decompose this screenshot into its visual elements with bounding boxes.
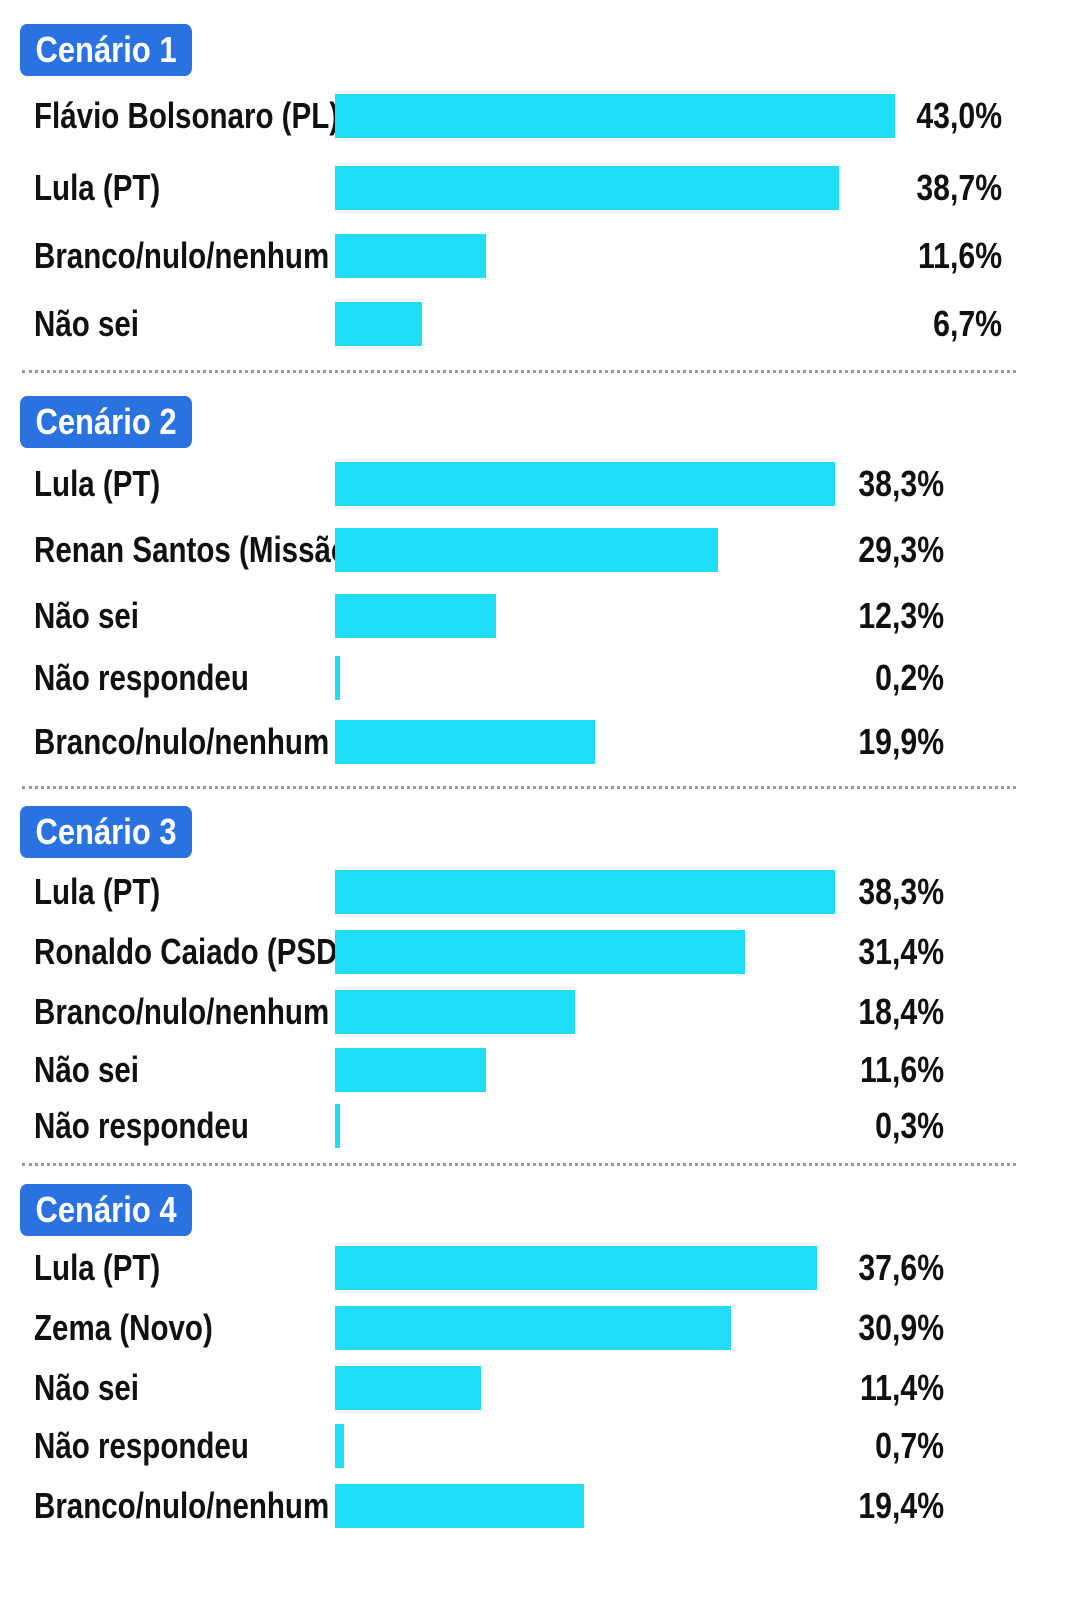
value-label: 0,3% [875, 1105, 944, 1146]
value-label: 31,4% [858, 931, 944, 972]
bar [335, 462, 835, 506]
category-label: Não sei [34, 595, 140, 636]
category-label: Lula (PT) [34, 167, 161, 208]
category-label: Branco/nulo/nenhum [34, 235, 330, 276]
value-label: 0,7% [875, 1425, 944, 1466]
section-divider [22, 370, 1016, 373]
bar-row: Branco/nulo/nenhum 11,6% [0, 234, 1066, 278]
bar [335, 656, 340, 700]
scenario-title-badge: Cenário 2 [20, 396, 193, 448]
bar [335, 1484, 584, 1528]
bar [335, 1246, 817, 1290]
bar [335, 1366, 481, 1410]
bar [335, 1104, 340, 1148]
value-label: 38,3% [858, 871, 944, 912]
category-label: Não respondeu [34, 1105, 249, 1146]
bar [335, 94, 895, 138]
bar-row: Lula (PT) 37,6% [0, 1246, 1066, 1290]
bar [335, 594, 496, 638]
value-label: 12,3% [858, 595, 944, 636]
bar [335, 1306, 731, 1350]
bar [335, 720, 595, 764]
category-label: Lula (PT) [34, 463, 161, 504]
section-divider [22, 786, 1016, 789]
bar [335, 166, 839, 210]
bar [335, 1424, 344, 1468]
bar-row: Não sei 11,4% [0, 1366, 1066, 1410]
scenario-title-badge: Cenário 3 [20, 806, 193, 858]
category-label: Zema (Novo) [34, 1307, 213, 1348]
category-label: Não respondeu [34, 657, 249, 698]
category-label: Não sei [34, 1049, 140, 1090]
category-label: Não respondeu [34, 1425, 249, 1466]
category-label: Flávio Bolsonaro (PL) [34, 95, 340, 136]
bar-row: Branco/nulo/nenhum 18,4% [0, 990, 1066, 1034]
bar-row: Não sei 6,7% [0, 302, 1066, 346]
bar-row: Não respondeu 0,2% [0, 656, 1066, 700]
value-label: 37,6% [858, 1247, 944, 1288]
category-label: Renan Santos (Missão) [34, 529, 359, 570]
bar [335, 930, 745, 974]
bar-row: Branco/nulo/nenhum 19,4% [0, 1484, 1066, 1528]
bar-row: Não sei 11,6% [0, 1048, 1066, 1092]
category-label: Não sei [34, 1367, 140, 1408]
value-label: 11,6% [859, 1049, 944, 1090]
value-label: 30,9% [858, 1307, 944, 1348]
category-label: Ronaldo Caiado (PSD) [34, 931, 348, 972]
category-label: Lula (PT) [34, 1247, 161, 1288]
bar-row: Lula (PT) 38,7% [0, 166, 1066, 210]
bar-row: Ronaldo Caiado (PSD) 31,4% [0, 930, 1066, 974]
bar [335, 302, 422, 346]
scenario-title-badge: Cenário 4 [20, 1184, 193, 1236]
bar-row: Não respondeu 0,7% [0, 1424, 1066, 1468]
bar [335, 990, 575, 1034]
category-label: Não sei [34, 303, 140, 344]
bar [335, 528, 718, 572]
value-label: 38,3% [858, 463, 944, 504]
bar [335, 234, 486, 278]
bar-row: Não respondeu 0,3% [0, 1104, 1066, 1148]
value-label: 19,4% [858, 1485, 944, 1526]
value-label: 11,6% [917, 235, 1002, 276]
category-label: Branco/nulo/nenhum [34, 1485, 330, 1526]
value-label: 11,4% [859, 1367, 944, 1408]
value-label: 0,2% [875, 657, 944, 698]
bar [335, 1048, 486, 1092]
section-divider [22, 1163, 1016, 1166]
bar-row: Lula (PT) 38,3% [0, 462, 1066, 506]
category-label: Lula (PT) [34, 871, 161, 912]
bar-row: Flávio Bolsonaro (PL) 43,0% [0, 94, 1066, 138]
value-label: 6,7% [933, 303, 1002, 344]
value-label: 29,3% [858, 529, 944, 570]
bar [335, 870, 835, 914]
category-label: Branco/nulo/nenhum [34, 721, 330, 762]
value-label: 38,7% [916, 167, 1002, 208]
value-label: 43,0% [916, 95, 1002, 136]
value-label: 19,9% [858, 721, 944, 762]
bar-row: Branco/nulo/nenhum 19,9% [0, 720, 1066, 764]
bar-row: Zema (Novo) 30,9% [0, 1306, 1066, 1350]
value-label: 18,4% [858, 991, 944, 1032]
bar-row: Lula (PT) 38,3% [0, 870, 1066, 914]
bar-row: Renan Santos (Missão) 29,3% [0, 528, 1066, 572]
scenario-title-badge: Cenário 1 [20, 24, 193, 76]
bar-row: Não sei 12,3% [0, 594, 1066, 638]
category-label: Branco/nulo/nenhum [34, 991, 330, 1032]
